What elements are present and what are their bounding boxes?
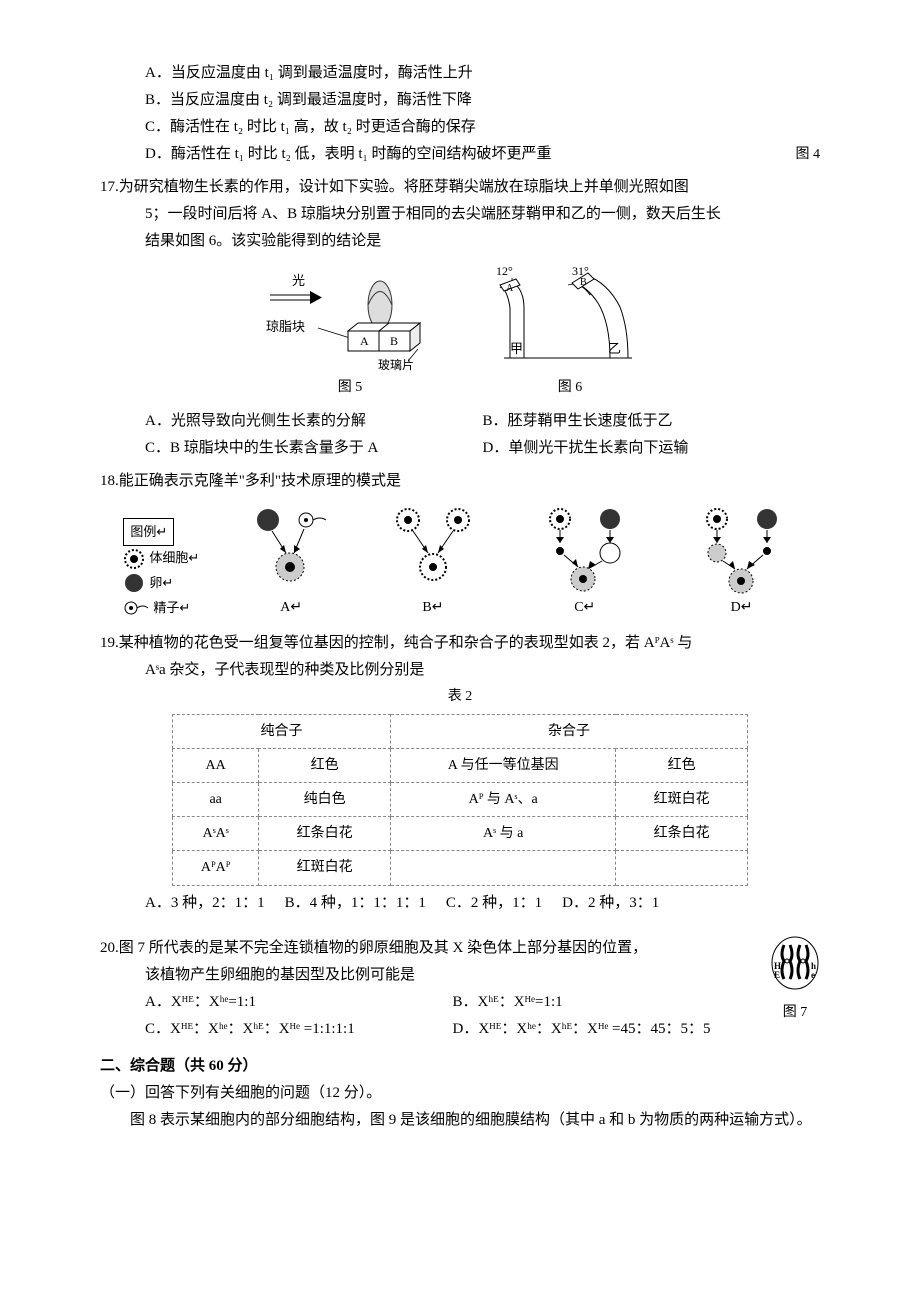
fig6-caption: 图 6	[558, 375, 583, 400]
r1c0: aa	[173, 782, 259, 816]
q19-optA: A．3 种，2：1：1	[145, 890, 265, 917]
q18-C-label: C↵	[574, 595, 595, 620]
q17-optC: C．B 琼脂块中的生长素含量多于 A	[145, 435, 483, 462]
q18-num: 18.	[100, 473, 119, 489]
th-hetero: 杂合子	[390, 714, 747, 748]
r1c1: 纯白色	[259, 782, 391, 816]
q16-optC: C．酶活性在 t₂ 时比 t₁ 高，故 t₂ 时更适合酶的保存	[145, 114, 820, 141]
q20-optC: C．Xᴴᴱ：Xʰᵉ：Xʰᴱ：Xᴴᵉ =1:1:1:1	[145, 1016, 453, 1043]
r0c0: AA	[173, 748, 259, 782]
fig5-light-label: 光	[292, 273, 305, 288]
r0c3: 红色	[616, 748, 748, 782]
q19-table: 纯合子 杂合子 AA 红色 A 与任一等位基因 红色 aa 纯白色 Aᴾ 与 A…	[172, 714, 748, 886]
q18-B: B↵	[383, 505, 483, 620]
section2-title: 二、综合题（共 60 分）	[100, 1053, 820, 1080]
q20-optA: A．Xᴴᴱ：Xʰᵉ=1:1	[145, 989, 453, 1016]
r2c0: AˢAˢ	[173, 817, 259, 851]
q17-text1: 为研究植物生长素的作用，设计如下实验。将胚芽鞘尖端放在琼脂块上并单侧光照如图	[119, 179, 689, 195]
q19-optC: C．2 种，1：1	[446, 890, 542, 917]
q18: 18.能正确表示克隆羊"多利"技术原理的模式是 图例↵ 体细胞↵ 卵↵ 精子↵	[100, 468, 820, 620]
q19-optB: B．4 种，1：1：1：1	[285, 890, 426, 917]
q18-text: 能正确表示克隆羊"多利"技术原理的模式是	[119, 473, 401, 489]
svg-text:e: e	[811, 970, 815, 980]
fig5-caption: 图 5	[338, 375, 363, 400]
q18-D-label: D↵	[731, 595, 753, 620]
q19: 19.某种植物的花色受一组复等位基因的控制，纯合子和杂合子的表现型如表 2，若 …	[100, 630, 820, 916]
q20-text1: 图 7 所代表的是某不完全连锁植物的卵原细胞及其 X 染色体上部分基因的位置，	[119, 940, 647, 956]
q20-optD: D．Xᴴᴱ：Xʰᵉ：Xʰᴱ：Xᴴᵉ =45：45：5：5	[453, 1016, 761, 1043]
fig6: 12° 31° A 甲 B 乙 图 6	[480, 263, 660, 400]
q17-text3: 结果如图 6。该实验能得到的结论是	[145, 228, 820, 255]
q20-num: 20.	[100, 940, 119, 956]
fig7-caption: 图 7	[770, 1000, 820, 1025]
r3c3	[616, 851, 748, 885]
fig7-svg: H E h e	[770, 935, 820, 991]
fig5: 光 琼脂块 A B 玻璃片 图 5	[260, 273, 440, 400]
section2-text: 图 8 表示某细胞内的部分细胞结构，图 9 是该细胞的细胞膜结构（其中 a 和 …	[100, 1107, 820, 1134]
r3c1: 红斑白花	[259, 851, 391, 885]
fig7-block: H E h e 图 7	[770, 935, 820, 1025]
q19-table-title: 表 2	[100, 684, 820, 709]
r1c3: 红斑白花	[616, 782, 748, 816]
q20: H E h e 图 7 20.图 7 所代表的是某不完全连锁植物的卵原细胞及其 …	[100, 935, 820, 1043]
fig6-A: A	[506, 283, 514, 294]
r1c2: Aᴾ 与 Aˢ、a	[390, 782, 615, 816]
r0c2: A 与任一等位基因	[390, 748, 615, 782]
fig5-A: A	[360, 334, 369, 348]
legend-soma-label: 体细胞↵	[149, 546, 199, 571]
fig6-B: B	[580, 277, 587, 288]
r2c1: 红条白花	[259, 817, 391, 851]
q18-A: A↵	[246, 505, 336, 620]
legend-sperm-label: 精子↵	[153, 596, 190, 621]
q20-optB: B．Xʰᴱ：Xᴴᵉ=1:1	[453, 989, 761, 1016]
fig6-yi: 乙	[608, 341, 621, 356]
q16-optD: D．酶活性在 t₁ 时比 t₂ 低，表明 t₁ 时酶的空间结构破坏更严重	[145, 141, 766, 168]
q19-num: 19.	[100, 635, 119, 651]
q17-text2: 5；一段时间后将 A、B 琼脂块分别置于相同的去尖端胚芽鞘甲和乙的一侧，数天后生…	[145, 201, 820, 228]
section2-sub1: （一）回答下列有关细胞的问题（12 分）。	[100, 1080, 820, 1107]
q17-optA: A．光照导致向光侧生长素的分解	[145, 408, 483, 435]
r2c3: 红条白花	[616, 817, 748, 851]
q17-figures: 光 琼脂块 A B 玻璃片 图 5	[100, 263, 820, 400]
fig5-agar-label: 琼脂块	[266, 319, 305, 334]
q18-legend: 图例↵ 体细胞↵ 卵↵ 精子↵	[123, 518, 199, 621]
r3c0: AᴾAᴾ	[173, 851, 259, 885]
fig4-caption: 图 4	[796, 142, 821, 167]
th-homo: 纯合子	[173, 714, 391, 748]
q18-B-label: B↵	[422, 595, 443, 620]
r0c1: 红色	[259, 748, 391, 782]
q19-text2: Aˢa 杂交，子代表现型的种类及比例分别是	[145, 657, 820, 684]
fig6-ang1: 12°	[496, 264, 513, 278]
q18-C: C↵	[530, 505, 640, 620]
r3c2	[390, 851, 615, 885]
fig6-jia: 甲	[510, 341, 523, 356]
q19-optD: D．2 种，3：1	[562, 890, 659, 917]
legend-title: 图例↵	[123, 518, 174, 547]
q18-D: D↵	[687, 505, 797, 620]
fig5-B: B	[390, 334, 398, 348]
q16-optB: B．当反应温度由 t₂ 调到最适温度时，酶活性下降	[145, 87, 820, 114]
q17: 17.为研究植物生长素的作用，设计如下实验。将胚芽鞘尖端放在琼脂块上并单侧光照如…	[100, 174, 820, 462]
q17-optD: D．单侧光干扰生长素向下运输	[483, 435, 821, 462]
legend-egg-label: 卵↵	[149, 571, 173, 596]
q16-optA: A．当反应温度由 t₁ 调到最适温度时，酶活性上升	[145, 60, 820, 87]
r2c2: Aˢ 与 a	[390, 817, 615, 851]
q17-num: 17.	[100, 179, 119, 195]
q18-diagrams: 图例↵ 体细胞↵ 卵↵ 精子↵ A↵	[100, 505, 820, 620]
q18-A-label: A↵	[280, 595, 302, 620]
q19-text1: 某种植物的花色受一组复等位基因的控制，纯合子和杂合子的表现型如表 2，若 AᴾA…	[119, 635, 693, 651]
svg-text:E: E	[774, 970, 780, 980]
q17-optB: B．胚芽鞘甲生长速度低于乙	[483, 408, 821, 435]
q20-text2: 该植物产生卵细胞的基因型及比例可能是	[145, 962, 820, 989]
